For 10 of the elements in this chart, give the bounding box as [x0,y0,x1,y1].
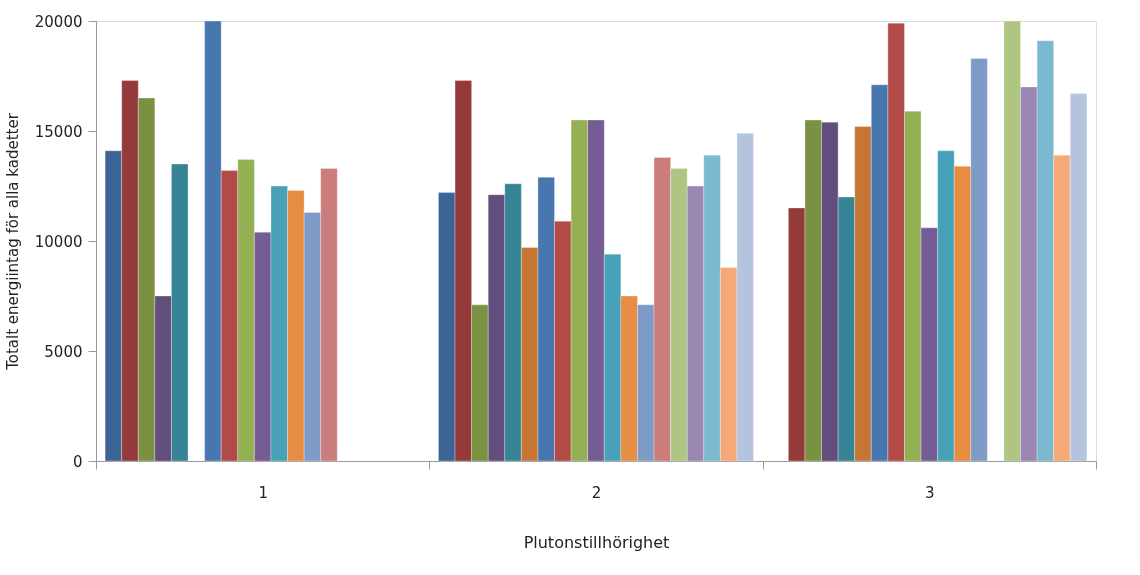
x-axis-title: Plutonstillhörighet [523,532,670,552]
y-tick-label: 20000 [34,12,83,31]
y-tick-label: 10000 [34,232,83,251]
x-tick-label: 1 [258,483,268,502]
x-tick-label: 3 [925,483,935,502]
y-tick-label: 0 [72,452,83,471]
y-tick-label: 5000 [44,342,83,361]
y-axis-title: Totalt energiintag för alla kadetter [3,112,22,371]
y-tick-label: 15000 [34,122,83,141]
x-tick-label: 2 [591,483,602,502]
